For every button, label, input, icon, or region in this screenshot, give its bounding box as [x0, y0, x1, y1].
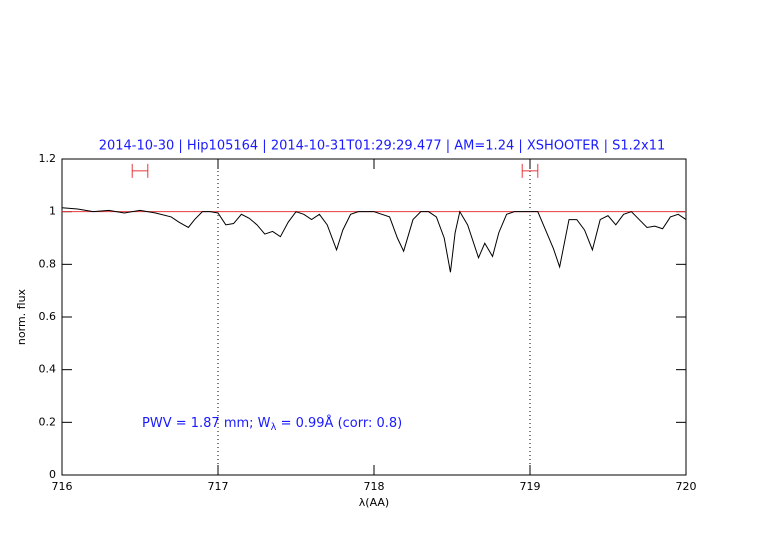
y-tick-label: 1.2: [39, 152, 57, 165]
x-tick-label: 717: [208, 480, 229, 493]
y-axis-label: norm. flux: [15, 288, 28, 345]
y-tick-label: 0.8: [39, 257, 57, 270]
x-tick-label: 719: [520, 480, 541, 493]
y-tick-label: 0.4: [39, 363, 57, 376]
annotation-sub: λ: [271, 422, 277, 433]
annotation-text: = 0.99Å (corr: 0.8): [276, 415, 402, 431]
y-tick-label: 0.2: [39, 415, 57, 428]
x-axis-label: λ(AA): [359, 496, 389, 509]
y-tick-label: 0.6: [39, 310, 57, 323]
chart-title: 2014-10-30 | Hip105164 | 2014-10-31T01:2…: [99, 139, 666, 154]
spectrum-line: [61, 207, 687, 273]
x-tick-label: 718: [364, 480, 385, 493]
annotation-text: PWV = 1.87 mm; W: [142, 416, 271, 431]
y-tick-label: 1: [49, 205, 56, 218]
y-tick-label: 0: [49, 468, 56, 481]
x-tick-label: 720: [676, 480, 697, 493]
annotation: PWV = 1.87 mm; Wλ = 0.99Å (corr: 0.8): [142, 415, 402, 434]
x-tick-label: 716: [52, 480, 73, 493]
